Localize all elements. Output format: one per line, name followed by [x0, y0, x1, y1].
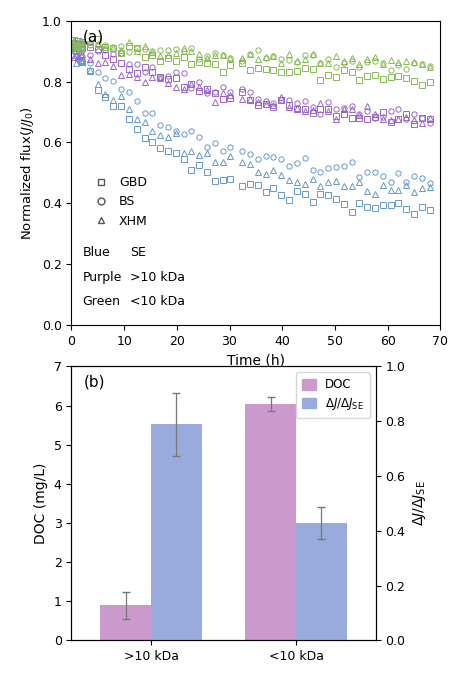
Bar	[100, 606, 151, 640]
Text: Green: Green	[83, 295, 120, 308]
Bar	[245, 403, 296, 640]
Text: Purple: Purple	[83, 271, 122, 284]
Legend: GBD, BS, XHM: GBD, BS, XHM	[89, 176, 148, 227]
Legend: DOC, $\Delta J/\Delta J_{\rm SE}$: DOC, $\Delta J/\Delta J_{\rm SE}$	[296, 373, 370, 418]
X-axis label: Time (h): Time (h)	[227, 353, 285, 368]
Text: (a): (a)	[83, 29, 104, 45]
Y-axis label: $\Delta J/\Delta J_{\rm SE}$: $\Delta J/\Delta J_{\rm SE}$	[411, 481, 428, 526]
Text: <10 kDa: <10 kDa	[130, 295, 185, 308]
Bar	[296, 523, 347, 640]
Text: (b): (b)	[83, 375, 105, 390]
Y-axis label: Normalized flux($J$/$J_0$): Normalized flux($J$/$J_0$)	[19, 106, 36, 240]
Text: SE: SE	[130, 246, 146, 259]
Text: >10 kDa: >10 kDa	[130, 271, 185, 284]
Text: Blue: Blue	[83, 246, 110, 259]
Y-axis label: DOC (mg/L): DOC (mg/L)	[34, 463, 48, 544]
Bar	[151, 424, 202, 640]
